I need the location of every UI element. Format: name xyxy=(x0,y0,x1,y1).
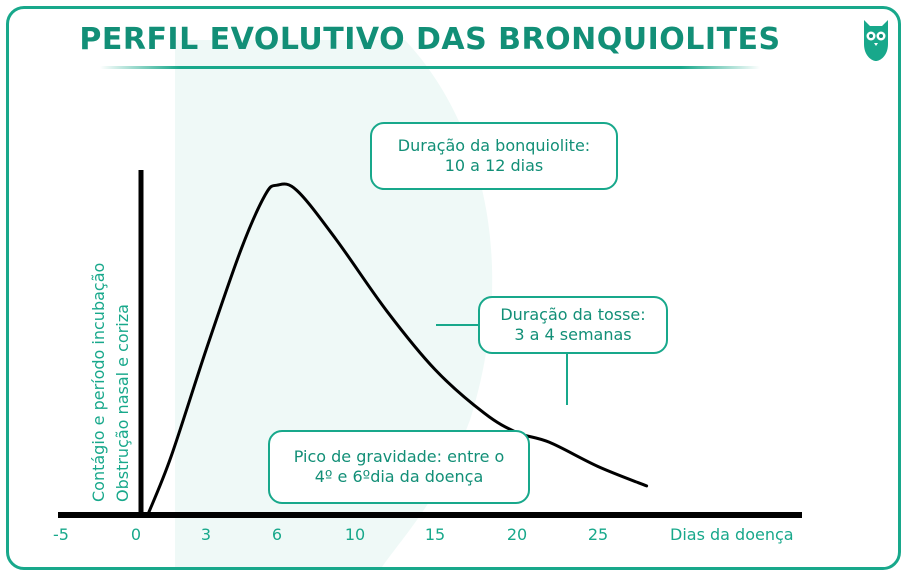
title-underline xyxy=(100,66,760,69)
x-tick-label: 3 xyxy=(201,525,211,544)
x-tick-label: 10 xyxy=(345,525,365,544)
series-line xyxy=(146,182,649,517)
cough-callout-line1: Duração da tosse: xyxy=(500,305,646,324)
x-tick-label: 0 xyxy=(131,525,141,544)
peak-callout-line1: Pico de gravidade: entre o xyxy=(293,447,505,466)
x-tick-label: 25 xyxy=(588,525,608,544)
x-axis-label: Dias da doença xyxy=(670,525,794,544)
page-frame xyxy=(6,6,901,570)
peak-callout-line2: 4º e 6ºdia da doença xyxy=(314,467,484,486)
cough-callout-line2: 3 a 4 semanas xyxy=(514,325,632,344)
y-axis-label-line-2: Obstrução nasal e coriza xyxy=(113,304,132,502)
x-tick-label: -5 xyxy=(53,525,69,544)
page-title: PERFIL EVOLUTIVO DAS BRONQUIOLITES xyxy=(79,22,781,57)
duration-callout: Duração da bonquiolite: 10 a 12 dias xyxy=(370,122,618,190)
duration-callout-line2: 10 a 12 dias xyxy=(444,156,544,175)
x-tick-label: 20 xyxy=(507,525,527,544)
owl-logo-icon xyxy=(864,20,888,61)
cough-callout: Duração da tosse: 3 a 4 semanas xyxy=(478,296,668,354)
duration-callout-line1: Duração da bonquiolite: xyxy=(397,136,591,155)
y-axis-label-line-1: Contágio e período incubação xyxy=(89,262,108,502)
x-tick-label: 15 xyxy=(425,525,445,544)
x-tick-label: 6 xyxy=(272,525,282,544)
peak-callout: Pico de gravidade: entre o 4º e 6ºdia da… xyxy=(268,430,530,504)
